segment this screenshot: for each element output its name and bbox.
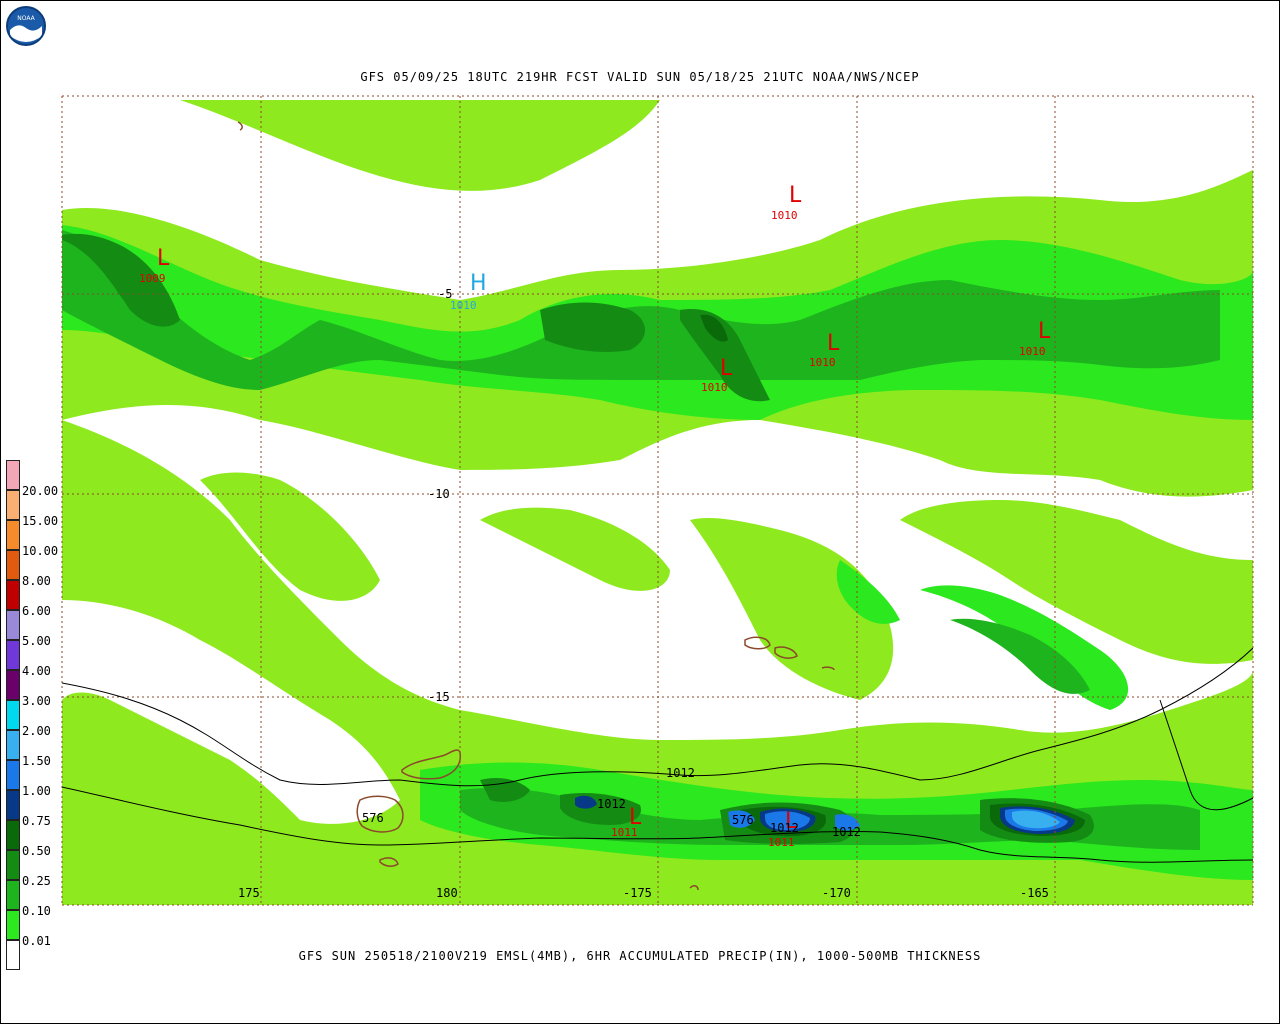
lon-label: -175 (623, 886, 652, 900)
legend-label: 2.00 (22, 724, 51, 738)
low-pressure-value: 1010 (809, 356, 836, 369)
land-outlines (237, 121, 835, 891)
legend-swatch (6, 490, 20, 520)
legend-label: 6.00 (22, 604, 51, 618)
lat-label: -10 (428, 487, 450, 501)
legend-swatch (6, 730, 20, 760)
low-pressure-symbol: L (827, 331, 840, 356)
low-pressure-symbol: L (789, 183, 802, 208)
isobar-label: 1012 (832, 825, 861, 839)
legend-label: 5.00 (22, 634, 51, 648)
legend-label: 0.50 (22, 844, 51, 858)
low-pressure-symbol: L (157, 246, 170, 271)
lon-label: 180 (436, 886, 458, 900)
lat-lon-grid (61, 95, 1254, 906)
logo-text: NOAA (17, 15, 35, 22)
legend-swatch (6, 940, 20, 970)
legend-label: 0.25 (22, 874, 51, 888)
thickness-lines (62, 647, 1253, 863)
legend-swatch (6, 880, 20, 910)
contour-labels: 1012 1012 1012 1012 576 576 (362, 766, 861, 839)
legend-label: 0.01 (22, 934, 51, 948)
legend-label: 1.50 (22, 754, 51, 768)
legend-label: 8.00 (22, 574, 51, 588)
legend-swatch (6, 700, 20, 730)
legend-label: 0.10 (22, 904, 51, 918)
low-pressure-symbol: L (1038, 319, 1051, 344)
legend-label: 4.00 (22, 664, 51, 678)
low-pressure-symbol: L (720, 356, 733, 381)
legend-label: 10.00 (22, 544, 59, 558)
low-pressure-symbol: L (629, 805, 642, 830)
legend-swatch (6, 640, 20, 670)
map-footer: GFS SUN 250518/2100V219 EMSL(4MB), 6HR A… (298, 949, 982, 963)
legend-swatch (6, 820, 20, 850)
legend-swatch (6, 580, 20, 610)
thickness-label: 576 (362, 811, 384, 825)
isobar-label: 1012 (597, 797, 626, 811)
legend-label: 15.00 (22, 514, 59, 528)
high-pressure-value: 1010 (450, 299, 477, 312)
lon-label: -165 (1020, 886, 1049, 900)
lon-label: 175 (238, 886, 260, 900)
lat-axis-labels: -5 -10 -15 (428, 287, 452, 704)
legend-label: 20.00 (22, 484, 59, 498)
isobar-label: 1012 (666, 766, 695, 780)
legend-swatch (6, 670, 20, 700)
legend-swatch (6, 850, 20, 880)
legend-swatch (6, 760, 20, 790)
lon-axis-labels: 175 180 -175 -170 -165 (238, 886, 1049, 900)
legend-swatch (6, 520, 20, 550)
low-pressure-value: 1009 (139, 272, 166, 285)
low-pressure-value: 1011 (768, 836, 795, 849)
legend-swatch (6, 460, 20, 490)
legend-label: 0.75 (22, 814, 51, 828)
legend-swatch (6, 550, 20, 580)
legend-swatch (6, 910, 20, 940)
lat-label: -15 (428, 690, 450, 704)
high-pressure-symbol: H (470, 271, 487, 296)
noaa-logo: NOAA (6, 6, 46, 46)
legend-label: 3.00 (22, 694, 51, 708)
legend-swatch (6, 790, 20, 820)
low-pressure-value: 1010 (701, 381, 728, 394)
thickness-label: 576 (732, 813, 754, 827)
map-title: GFS 05/09/25 18UTC 219HR FCST VALID SUN … (360, 70, 920, 84)
low-pressure-value: 1011 (611, 826, 638, 839)
low-pressure-value: 1010 (1019, 345, 1046, 358)
low-pressure-value: 1010 (771, 209, 798, 222)
legend-swatch (6, 610, 20, 640)
lat-label: -5 (438, 287, 452, 301)
pressure-centers: H 1010 L 1009 L 1010 L 1010 L 1010 L 101… (139, 183, 1051, 849)
legend-label: 1.00 (22, 784, 51, 798)
low-pressure-symbol: L (785, 809, 798, 834)
isobar-label: 1012 (770, 821, 799, 835)
lon-label: -170 (822, 886, 851, 900)
